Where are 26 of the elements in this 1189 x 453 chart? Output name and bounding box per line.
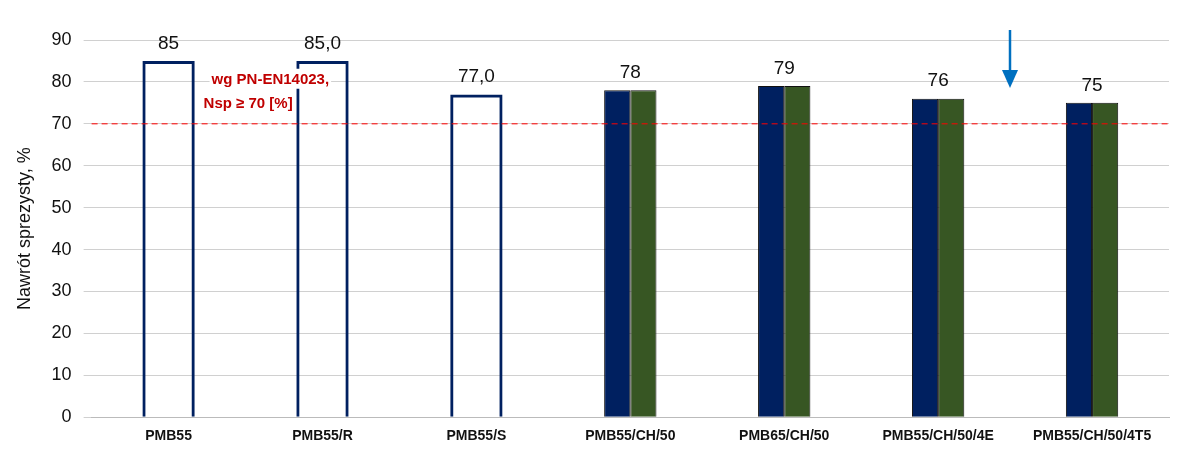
x-tick-label: PMB55/S xyxy=(446,427,507,444)
x-tick-label: PMB55/CH/50 xyxy=(585,427,676,444)
y-tick-label: 60 xyxy=(51,154,72,175)
x-tick-label: PMB65/CH/50 xyxy=(739,427,830,444)
data-label: 75 xyxy=(1081,73,1103,95)
y-tick-label: 20 xyxy=(51,322,72,343)
data-label: 85,0 xyxy=(304,31,341,53)
data-label: 85 xyxy=(158,31,180,53)
y-tick-label: 0 xyxy=(61,406,72,427)
y-tick-label: 40 xyxy=(51,238,72,259)
x-tick-label: PMB55/CH/50/4E xyxy=(882,427,994,444)
y-tick-label: 10 xyxy=(51,364,72,385)
y-tick-label: 80 xyxy=(51,70,72,91)
y-axis-title: Nawrót sprezysty, % xyxy=(13,147,34,310)
data-label: 76 xyxy=(927,69,949,91)
y-tick-label: 70 xyxy=(51,112,72,133)
y-tick-label: 50 xyxy=(51,196,72,217)
data-label: 78 xyxy=(619,61,641,83)
ref-line-label: wg PN-EN14023, Nsp ≥ 70 [%] xyxy=(203,69,330,111)
x-tick-label: PMB55/R xyxy=(292,427,353,444)
x-tick-label: PMB55/CH/50/4T5 xyxy=(1032,427,1152,444)
y-tick-label: 90 xyxy=(51,28,72,49)
x-tick-label: PMB55 xyxy=(145,427,193,444)
y-tick-label: 30 xyxy=(51,280,72,301)
data-label: 77,0 xyxy=(457,65,495,87)
data-label: 79 xyxy=(773,56,795,78)
